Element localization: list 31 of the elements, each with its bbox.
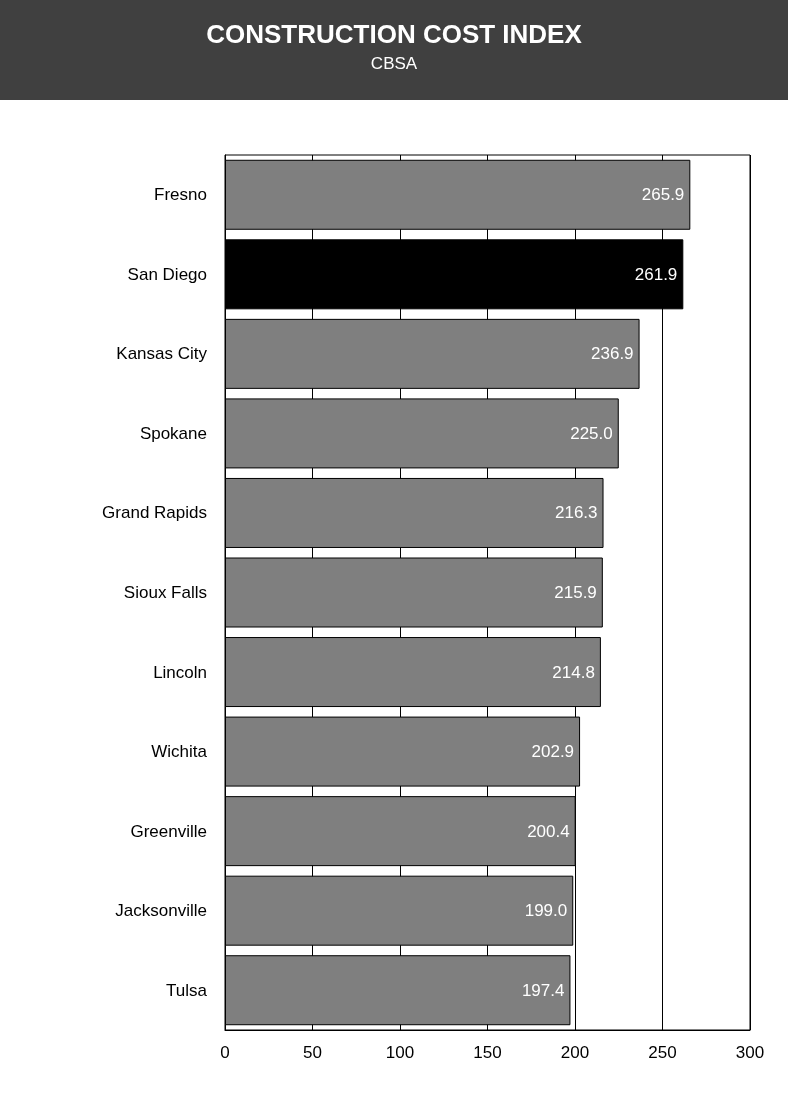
- data-label: 261.9: [634, 264, 678, 284]
- y-tick-label: Sioux Falls: [123, 583, 207, 602]
- chart-title: CONSTRUCTION COST INDEX: [206, 19, 583, 49]
- data-label: 265.9: [641, 185, 685, 205]
- y-tick-label: Jacksonville: [115, 901, 207, 921]
- data-label: 200.4: [527, 821, 570, 841]
- chart-subtitle: CBSA: [370, 54, 418, 73]
- x-tick-label: 150: [473, 1043, 502, 1062]
- data-label: 225.0: [570, 423, 613, 443]
- y-tick-label: Wichita: [151, 742, 208, 762]
- x-tick-label: 250: [648, 1043, 677, 1062]
- data-label: 214.8: [552, 662, 595, 682]
- data-label: 197.4: [521, 980, 565, 1000]
- data-label: 216.3: [554, 503, 598, 523]
- data-label: 199.0: [524, 901, 568, 921]
- data-label: 215.9: [554, 583, 597, 602]
- x-tick-label: 300: [735, 1043, 765, 1062]
- y-tick-label: Fresno: [154, 185, 207, 205]
- x-tick-label: 50: [303, 1043, 322, 1062]
- y-tick-label: Greenville: [130, 821, 207, 841]
- y-tick-label: Lincoln: [153, 662, 207, 682]
- y-tick-label: San Diego: [127, 264, 207, 284]
- x-tick-label: 0: [220, 1043, 230, 1062]
- y-tick-label: Spokane: [139, 423, 207, 443]
- y-tick-label: Kansas City: [116, 344, 208, 364]
- data-label: 202.9: [531, 742, 575, 762]
- y-tick-label: Grand Rapids: [102, 503, 207, 523]
- x-tick-label: 200: [560, 1043, 590, 1062]
- x-tick-label: 100: [385, 1043, 415, 1062]
- data-label: 236.9: [591, 344, 634, 364]
- y-tick-label: Tulsa: [166, 980, 208, 1000]
